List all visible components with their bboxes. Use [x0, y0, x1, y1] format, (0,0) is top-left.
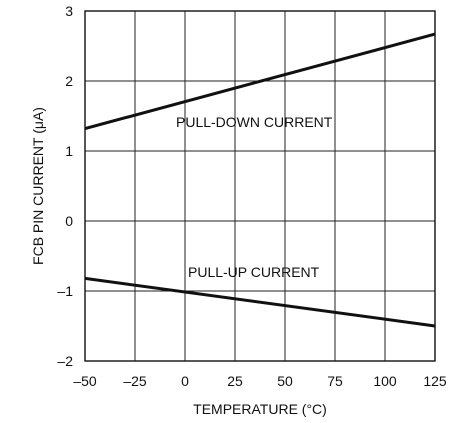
- y-tick-label: 2: [65, 73, 73, 89]
- y-tick-label: 3: [65, 3, 73, 19]
- x-tick-label: 75: [327, 373, 343, 389]
- y-tick-label: 1: [65, 143, 73, 159]
- series-label-pull-up: PULL-UP CURRENT: [188, 264, 320, 280]
- y-tick-label: 0: [65, 213, 73, 229]
- x-tick-label: 125: [423, 373, 447, 389]
- x-axis-ticks: –50 –25 0 25 50 75 100 125: [73, 373, 447, 389]
- x-tick-label: 0: [181, 373, 189, 389]
- x-tick-label: 50: [277, 373, 293, 389]
- x-tick-label: 25: [227, 373, 243, 389]
- y-tick-label: –1: [57, 283, 73, 299]
- series-line-pull-down: [84, 32, 436, 131]
- grid: [85, 11, 435, 361]
- y-axis-ticks: –2 –1 0 1 2 3: [57, 3, 73, 369]
- x-axis-title: TEMPERATURE (°C): [193, 401, 327, 417]
- series-label-pull-down: PULL-DOWN CURRENT: [176, 114, 333, 130]
- y-tick-label: –2: [57, 353, 73, 369]
- series-layer: [84, 32, 436, 328]
- x-tick-label: –50: [73, 373, 97, 389]
- x-tick-label: –25: [123, 373, 147, 389]
- series-line-pull-up: [84, 276, 436, 328]
- y-axis-title: FCB PIN CURRENT (μA): [30, 107, 46, 265]
- x-tick-label: 100: [373, 373, 397, 389]
- plot-frame: [84, 10, 436, 362]
